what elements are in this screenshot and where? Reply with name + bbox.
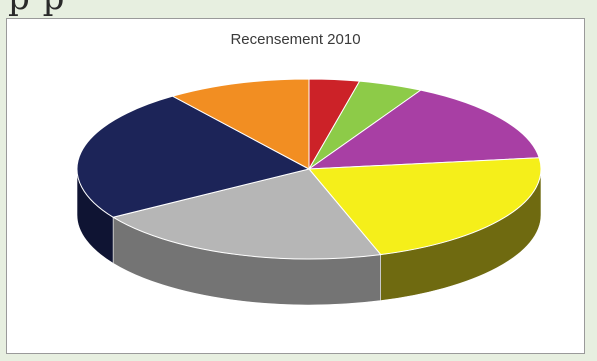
pie-chart (76, 78, 542, 306)
pie-slice (171, 78, 310, 170)
pie-slice (307, 89, 540, 170)
chart-title: Recensement 2010 (230, 31, 361, 48)
pie-slice (111, 168, 382, 260)
pie-slice (307, 157, 542, 256)
chart-panel: Recensement 2010 (6, 18, 585, 354)
pie-side-walls (76, 168, 542, 306)
pie-slice (76, 95, 311, 218)
pie-top-faces (76, 78, 542, 260)
clipped-page-text: p p (8, 0, 65, 18)
top-text-strip: p p (0, 0, 597, 22)
